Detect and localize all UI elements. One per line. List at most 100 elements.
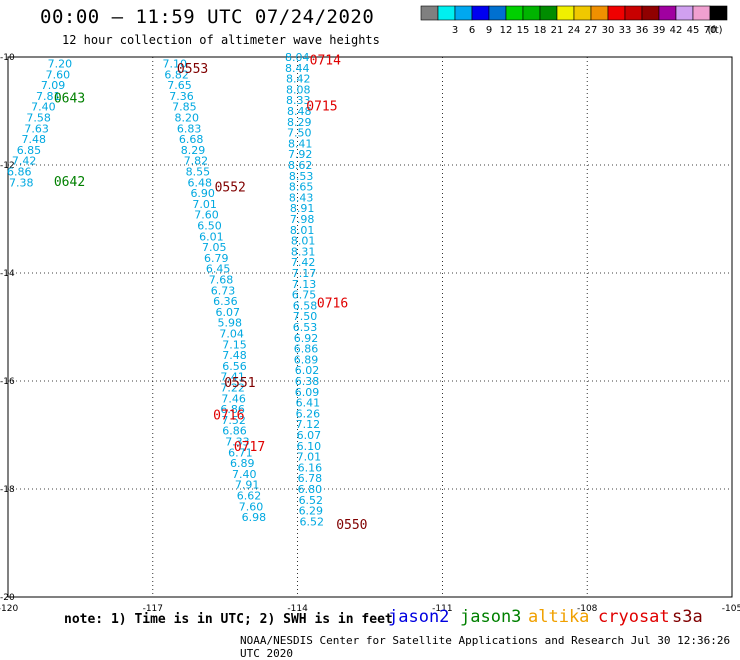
wave-height-value: 7.65 [167, 79, 192, 92]
longitude-tick-label: -108 [577, 604, 598, 614]
wave-height-value: 8.08 [286, 83, 311, 96]
wave-height-value: 6.71 [228, 446, 253, 459]
wave-height-value: 8.31 [291, 245, 316, 258]
wave-height-value: 7.85 [172, 101, 197, 114]
wave-height-value: 7.09 [41, 79, 66, 92]
legend-tick-label: 24 [568, 25, 581, 35]
wave-height-value: 6.45 [206, 263, 231, 276]
latitude-tick-label: -10 [0, 53, 15, 63]
wave-height-value: 6.56 [222, 360, 247, 373]
satellite-name: s3a [672, 607, 703, 627]
wave-height-value: 6.98 [242, 511, 266, 524]
wave-height-value: 6.73 [211, 284, 236, 297]
wave-height-value: 7.42 [291, 256, 316, 269]
footer-note: note: 1) Time is in UTC; 2) SWH is in fe… [64, 612, 393, 627]
wave-height-value: 6.01 [199, 230, 224, 243]
latitude-tick-label: -14 [0, 269, 15, 279]
wave-height-value: 7.40 [232, 468, 257, 481]
color-scale-legend: 3 6 9 12 15 18 21 24 27 30 33 36 39 42 45 70(ft) [420, 5, 728, 35]
satellite-name: altika [528, 607, 590, 627]
longitude-tick-label: -120 [0, 604, 18, 614]
wave-height-value: 6.75 [292, 289, 317, 302]
wave-height-value: 8.91 [290, 202, 315, 215]
wave-height-value: 6.41 [296, 397, 321, 410]
wave-height-value: 7.17 [292, 267, 317, 280]
wave-height-value: 7.13 [292, 278, 317, 291]
wave-height-value: 7.46 [221, 392, 246, 405]
wave-height-value: 7.52 [221, 414, 246, 427]
latitude-tick-label: -16 [0, 377, 15, 387]
legend-tick-label: 27 [585, 25, 598, 35]
wave-height-value: 6.86 [7, 165, 32, 178]
map-title: 00:00 – 11:59 UTC 07/24/2020 [40, 6, 375, 28]
legend-tick-label: 9 [486, 25, 492, 35]
wave-height-value: 6.83 [177, 122, 202, 135]
legend-tick-label: 18 [534, 25, 547, 35]
satellite-name: jason2 [388, 607, 450, 627]
legend-tick-label: 21 [551, 25, 564, 35]
legend-tick-label: 30 [602, 25, 615, 35]
wave-height-value: 6.36 [213, 295, 238, 308]
wave-height-value: 7.50 [287, 127, 312, 140]
map-frame [7, 56, 733, 598]
wave-height-value: 8.65 [289, 181, 314, 194]
wave-height-value: 6.07 [297, 429, 322, 442]
wave-height-value: 8.53 [289, 170, 314, 183]
wave-height-value: 8.48 [287, 105, 312, 118]
longitude-tick-label: -105 [722, 604, 740, 614]
wave-height-value: 8.33 [286, 94, 311, 107]
wave-height-value: 6.90 [190, 187, 215, 200]
wave-height-value: 6.52 [299, 494, 324, 507]
wave-height-value: 8.44 [285, 62, 310, 75]
wave-height-value: 7.82 [184, 155, 209, 168]
longitude-tick-label: -111 [432, 604, 452, 614]
wave-height-value: 8.43 [289, 191, 314, 204]
wave-height-value: 7.63 [24, 122, 49, 135]
wave-height-value: 6.86 [294, 343, 319, 356]
legend-tick-label: 42 [670, 25, 683, 35]
wave-height-value: 7.33 [225, 435, 250, 448]
wave-height-value: 8.01 [291, 235, 316, 248]
pass-time-label: 0642 [54, 175, 85, 190]
wave-height-value: 8.29 [287, 116, 312, 129]
latitude-tick-label: -12 [0, 161, 15, 171]
wave-height-value: 6.53 [293, 321, 318, 334]
wave-height-value: 6.86 [220, 403, 245, 416]
wave-height-value: 6.79 [204, 252, 229, 265]
wave-height-value: 7.92 [288, 148, 313, 161]
pass-time-label: 0716 [213, 408, 244, 423]
wave-height-value: 6.29 [299, 505, 324, 518]
legend-swatch [709, 5, 728, 21]
longitude-tick-label: -114 [287, 604, 308, 614]
wave-height-value: 7.05 [202, 241, 227, 254]
wave-height-value: 6.68 [179, 133, 204, 146]
wave-height-value: 5.98 [217, 317, 242, 330]
wave-height-value: 8.04 [285, 51, 310, 64]
wave-height-value: 8.41 [288, 137, 313, 150]
wave-height-value: 8.62 [288, 159, 313, 172]
wave-height-value: 8.29 [181, 144, 206, 157]
wave-height-value: 6.86 [222, 425, 247, 438]
wave-height-value: 7.81 [36, 90, 61, 103]
wave-height-value: 6.58 [293, 299, 318, 312]
wave-height-value: 6.62 [237, 489, 262, 502]
wave-height-value: 8.20 [175, 111, 200, 124]
longitude-tick-label: -117 [143, 604, 163, 614]
wave-height-value: 7.98 [290, 213, 315, 226]
legend-unit: (ft) [707, 25, 722, 35]
wave-height-value: 7.01 [297, 451, 322, 464]
wave-height-value: 7.60 [239, 500, 264, 513]
wave-height-value: 6.82 [164, 68, 189, 81]
wave-height-value: 6.10 [297, 440, 322, 453]
satellite-name: cryosat [598, 607, 670, 627]
pass-time-label: 0552 [215, 181, 246, 196]
pass-time-label: 0714 [310, 54, 341, 69]
wave-height-value: 6.50 [197, 219, 222, 232]
wave-height-value: 7.60 [46, 68, 70, 81]
wave-height-value: 6.89 [230, 457, 255, 470]
wave-height-value: 8.01 [290, 224, 315, 237]
wave-height-value: 6.02 [295, 364, 320, 377]
wave-height-value: 7.20 [48, 57, 73, 70]
wave-height-value: 6.38 [295, 375, 320, 388]
